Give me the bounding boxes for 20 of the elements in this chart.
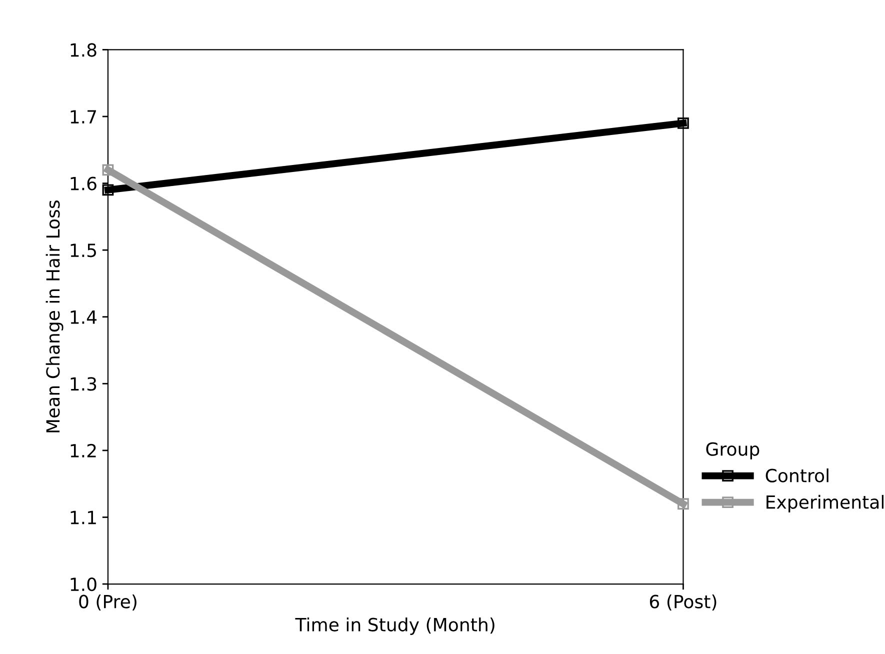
y-tick-label: 1.5 (70, 244, 96, 258)
point (678, 498, 689, 510)
y-axis-title: Mean Change in Hair Loss (46, 200, 64, 432)
point (678, 117, 689, 129)
y-tick-label: 1.0 (70, 577, 96, 592)
point (102, 164, 114, 176)
x-axis-title: Time in Study (Month) (295, 617, 494, 635)
point (102, 184, 114, 196)
y-tick-label: 1.1 (70, 510, 96, 524)
y-tick-label: 1.2 (70, 444, 96, 458)
y-tick-label: 1.7 (70, 110, 96, 124)
y-tick-label: 1.4 (70, 310, 97, 324)
legend-label: Experimental (766, 494, 884, 512)
legend-label: Control (766, 468, 828, 482)
x-tick-label: 0 (Pre) (79, 594, 136, 611)
x-tick-label: 6 (Post) (650, 594, 716, 611)
y-tick-label: 1.6 (70, 176, 96, 190)
y-tick-label: 1.3 (70, 377, 96, 391)
legend-title: Group (706, 442, 760, 460)
y-tick-label: 1.8 (70, 43, 96, 57)
